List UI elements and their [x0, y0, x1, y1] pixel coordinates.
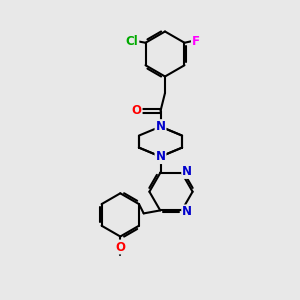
Text: O: O	[115, 241, 125, 254]
Text: N: N	[182, 165, 192, 178]
Text: N: N	[155, 150, 166, 163]
Text: N: N	[155, 120, 166, 133]
Text: O: O	[131, 104, 142, 118]
Text: N: N	[182, 206, 192, 218]
Text: F: F	[192, 35, 200, 48]
Text: Cl: Cl	[126, 35, 138, 48]
